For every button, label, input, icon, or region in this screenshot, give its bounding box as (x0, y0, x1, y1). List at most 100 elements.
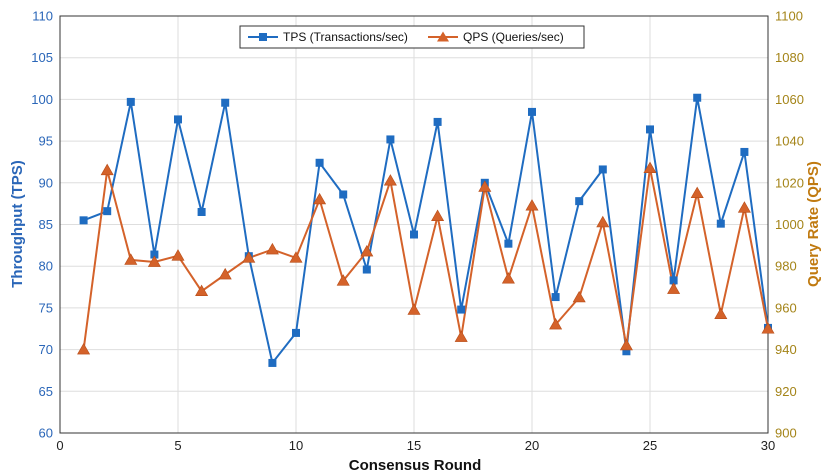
x-axis-tick-label: 10 (289, 438, 303, 453)
qps-data-point (431, 209, 445, 221)
qps-data-point (100, 163, 114, 176)
legend: TPS (Transactions/sec) QPS (Queries/sec) (239, 25, 585, 49)
left-axis-tick-label: 85 (39, 217, 53, 232)
qps-data-point (478, 180, 492, 192)
qps-data-point (667, 282, 681, 294)
qps-data-point (242, 251, 256, 263)
tps-data-point (646, 125, 654, 134)
x-axis-tick-label: 30 (761, 438, 775, 453)
tps-data-point (410, 230, 418, 239)
x-axis-title: Consensus Round (349, 457, 482, 474)
qps-data-point (572, 290, 586, 303)
qps-data-point (549, 317, 563, 330)
legend-tps-label: TPS (Transactions/sec) (283, 30, 408, 44)
tps-data-point (197, 207, 206, 216)
tps-series-line (83, 97, 769, 366)
left-axis-tick-label: 65 (39, 384, 53, 399)
legend-qps-label: QPS (Queries/sec) (463, 30, 564, 44)
tps-data-point (504, 239, 513, 248)
tps-data-point (598, 165, 607, 174)
tps-data-point (575, 197, 584, 206)
tps-data-point (362, 265, 371, 274)
qps-data-point (643, 161, 657, 174)
qps-data-point (619, 338, 633, 351)
left-axis-tick-label: 80 (39, 259, 53, 274)
right-axis-tick-label: 920 (775, 384, 797, 399)
left-axis-tick-label: 110 (32, 9, 53, 24)
x-axis-tick-label: 5 (174, 438, 181, 453)
left-axis-tick-label: 90 (39, 175, 53, 190)
tps-data-point (669, 276, 678, 285)
qps-data-point (407, 303, 421, 315)
qps-data-point (265, 242, 279, 255)
right-axis-tick-label: 1100 (775, 9, 803, 24)
qps-data-point (171, 249, 185, 261)
left-axis-tick-label: 60 (39, 426, 53, 441)
left-axis-title: Throughput (TPS) (9, 160, 26, 287)
tps-data-point (386, 135, 395, 144)
legend-box (239, 25, 585, 49)
tps-data-point (457, 305, 466, 314)
qps-data-point (737, 201, 751, 213)
qps-data-point (289, 251, 303, 263)
qps-data-point (336, 274, 350, 286)
tps-data-point (79, 216, 88, 225)
qps-data-point (596, 215, 610, 228)
qps-data-point (124, 253, 138, 265)
left-axis-tick-label: 70 (39, 342, 53, 357)
left-axis-tick-label: 75 (39, 300, 53, 315)
tps-data-point (268, 358, 277, 367)
right-axis-tick-label: 900 (775, 426, 797, 441)
x-axis-tick-label: 15 (407, 438, 421, 453)
qps-data-point (218, 267, 232, 280)
legend-qps-marker (437, 31, 449, 42)
qps-data-point (77, 342, 91, 355)
right-axis-tick-label: 960 (775, 300, 797, 315)
tps-data-point (551, 293, 560, 302)
tps-data-point (221, 98, 230, 107)
tps-data-point (433, 117, 442, 126)
qps-data-point (383, 174, 397, 186)
tps-data-point (292, 328, 300, 337)
left-axis-tick-label: 95 (39, 134, 53, 149)
qps-data-point (454, 330, 468, 342)
qps-data-point (501, 272, 515, 284)
tps-data-point (315, 158, 324, 167)
right-axis-title: Query Rate (QPS) (805, 161, 822, 287)
right-axis-tick-label: 1060 (775, 92, 804, 107)
x-axis-tick-label: 0 (56, 438, 63, 453)
qps-data-point (690, 186, 704, 199)
tps-data-point (126, 97, 135, 106)
qps-series-line (82, 168, 769, 350)
series-layer (77, 93, 775, 367)
tick-labels: 6065707580859095100105110900920940960980… (31, 9, 804, 454)
right-axis-tick-label: 1040 (775, 134, 804, 149)
qps-data-point (525, 199, 539, 211)
legend-tps-marker (259, 33, 267, 41)
tps-data-point (528, 107, 536, 116)
right-axis-tick-label: 980 (775, 259, 797, 274)
left-axis-tick-label: 100 (31, 92, 53, 107)
left-axis-tick-label: 105 (31, 50, 53, 65)
right-axis-tick-label: 1080 (775, 50, 804, 65)
right-axis-tick-label: 1020 (775, 175, 804, 190)
qps-data-point (360, 245, 374, 257)
qps-data-point (313, 192, 327, 205)
right-axis-tick-label: 940 (775, 342, 797, 357)
tps-data-point (740, 147, 749, 156)
tps-data-point (693, 93, 702, 102)
tps-data-point (339, 190, 348, 199)
x-axis-tick-label: 25 (643, 438, 657, 453)
tps-data-point (174, 115, 182, 124)
tps-data-point (150, 250, 159, 259)
x-axis-tick-label: 20 (525, 438, 539, 453)
plot-frame (59, 15, 769, 434)
qps-data-point (195, 284, 209, 297)
qps-data-point (714, 307, 728, 319)
tps-data-point (622, 347, 631, 356)
qps-data-point (761, 322, 775, 334)
tps-data-point (103, 207, 112, 216)
right-axis-tick-label: 1000 (775, 217, 804, 232)
